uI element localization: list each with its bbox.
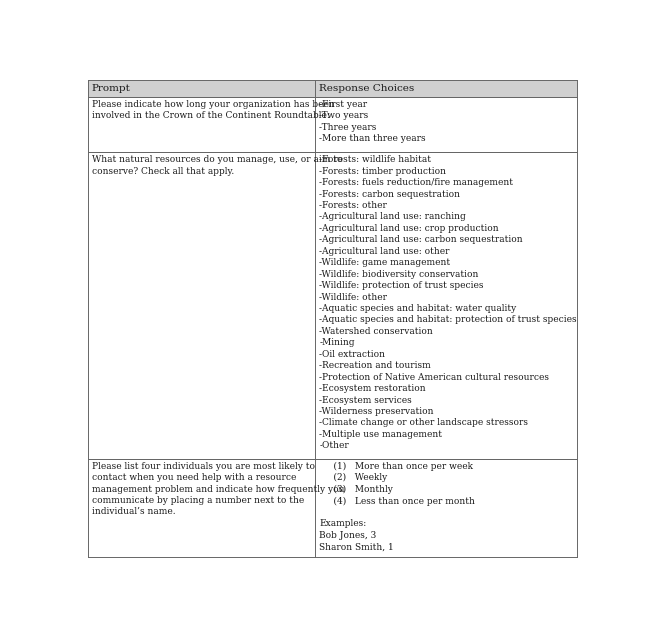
Text: Please indicate how long your organization has been
involved in the Crown of the: Please indicate how long your organizati… (92, 100, 334, 120)
Text: Please list four individuals you are most likely to
contact when you need help w: Please list four individuals you are mos… (92, 461, 344, 516)
Text: -Forests: wildlife habitat
-Forests: timber production
-Forests: fuels reduction: -Forests: wildlife habitat -Forests: tim… (319, 155, 577, 451)
Text: Response Choices: Response Choices (319, 83, 415, 93)
Text: (1)   More than once per week
     (2)   Weekly
     (3)   Monthly
     (4)   Le: (1) More than once per week (2) Weekly (… (319, 461, 475, 551)
Bar (87, 80, 577, 97)
Text: Prompt: Prompt (92, 83, 131, 93)
Text: -First year
-Two years
-Three years
-More than three years: -First year -Two years -Three years -Mor… (319, 100, 426, 143)
Text: What natural resources do you manage, use, or aim to
conserve? Check all that ap: What natural resources do you manage, us… (92, 155, 342, 176)
